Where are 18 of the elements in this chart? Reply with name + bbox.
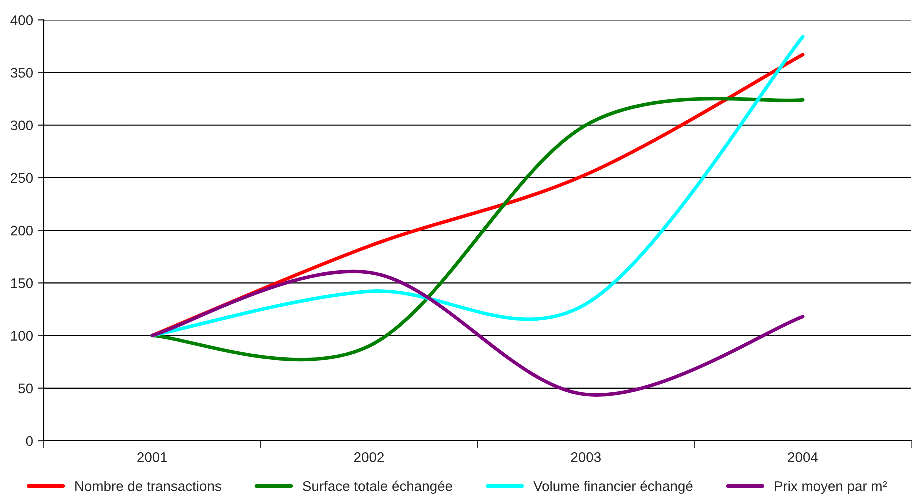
x-tick-label: 2004	[788, 452, 818, 462]
x-tick-label: 2002	[354, 452, 384, 462]
y-tick-label: 300	[10, 120, 34, 131]
y-tick-label: 350	[10, 68, 34, 78]
y-tick-label: 150	[11, 278, 34, 288]
legend-label: Surface totale échangée	[303, 480, 452, 494]
legend-label: Prix moyen par m²	[775, 481, 888, 494]
y-tick-label: 100	[11, 331, 34, 341]
legend-label: Nombre de transactions	[76, 481, 222, 492]
y-tick-label: 0	[26, 436, 34, 446]
y-tick-label: 250	[11, 173, 34, 184]
line-series	[150, 270, 805, 397]
legend-label: Volume financier échangé	[534, 480, 693, 494]
x-tick-label: 2003	[571, 452, 601, 462]
y-tick-label: 200	[11, 226, 34, 236]
y-tick-label: 400	[10, 15, 34, 26]
x-tick-label: 2001	[138, 452, 168, 462]
y-tick-label: 50	[18, 384, 34, 394]
